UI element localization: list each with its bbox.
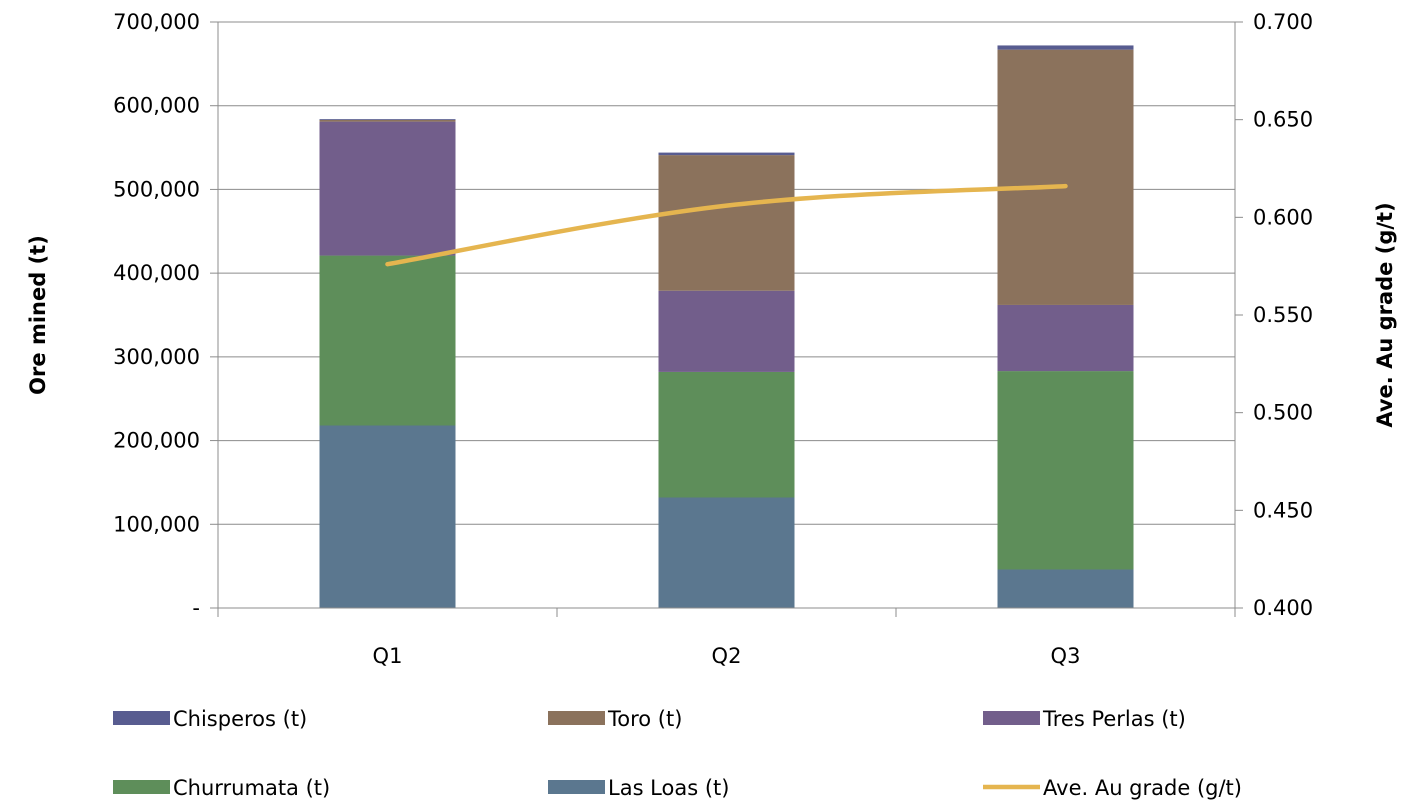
bar-segment	[997, 45, 1134, 50]
bar-segment	[997, 569, 1134, 608]
legend-swatch	[113, 780, 170, 794]
bar-segment	[658, 155, 795, 291]
y-tick-label: 200,000	[113, 429, 200, 453]
y2-tick-label: 0.550	[1253, 303, 1313, 327]
y2-tick-label: 0.700	[1253, 10, 1313, 34]
bar-segment	[997, 371, 1134, 570]
y-tick-label: 400,000	[113, 261, 200, 285]
y-tick-label: 500,000	[113, 177, 200, 201]
x-tick-label: Q1	[373, 644, 403, 668]
bar-segment	[319, 119, 456, 122]
bar-segment	[658, 152, 795, 156]
legend-label: Las Loas (t)	[608, 776, 729, 800]
legend-swatch	[548, 711, 605, 725]
bar-segment	[658, 290, 795, 372]
bar-segment	[319, 119, 456, 120]
y2-axis-title: Ave. Au grade (g/t)	[1373, 202, 1397, 427]
y2-tick-label: 0.400	[1253, 596, 1313, 620]
legend-swatch	[548, 780, 605, 794]
y2-tick-label: 0.450	[1253, 498, 1313, 522]
y-axis-title: Ore mined (t)	[26, 235, 50, 395]
y2-tick-label: 0.600	[1253, 205, 1313, 229]
y-tick-label: -	[192, 596, 200, 620]
legend-swatch	[983, 711, 1040, 725]
legend-label: Toro (t)	[607, 707, 682, 731]
bar-segment	[997, 304, 1134, 372]
bar-segment	[658, 497, 795, 608]
y2-tick-label: 0.650	[1253, 108, 1313, 132]
y-tick-label: 300,000	[113, 345, 200, 369]
legend-label: Churrumata (t)	[173, 776, 330, 800]
y-tick-label: 100,000	[113, 512, 200, 536]
bar-segment	[319, 425, 456, 608]
y-tick-label: 700,000	[113, 10, 200, 34]
x-tick-label: Q3	[1051, 644, 1081, 668]
bar-segment	[997, 49, 1134, 305]
bar-stacks	[319, 45, 1134, 608]
legend-label: Ave. Au grade (g/t)	[1043, 776, 1242, 800]
legend: Chisperos (t) Toro (t) Tres Perlas (t) Chur…	[113, 707, 1242, 800]
x-tick-label: Q2	[712, 644, 742, 668]
grade-line	[385, 183, 1068, 267]
axes: - 100,000 200,000 300,000 400,000 500,000 600,…	[113, 10, 1313, 668]
legend-label: Chisperos (t)	[173, 707, 307, 731]
bar-segment	[658, 371, 795, 498]
bar-segment	[319, 121, 456, 256]
legend-swatch	[113, 711, 170, 725]
bar-segment	[319, 255, 456, 426]
y2-tick-label: 0.500	[1253, 401, 1313, 425]
y-tick-label: 600,000	[113, 94, 200, 118]
legend-label: Tres Perlas (t)	[1042, 707, 1186, 731]
